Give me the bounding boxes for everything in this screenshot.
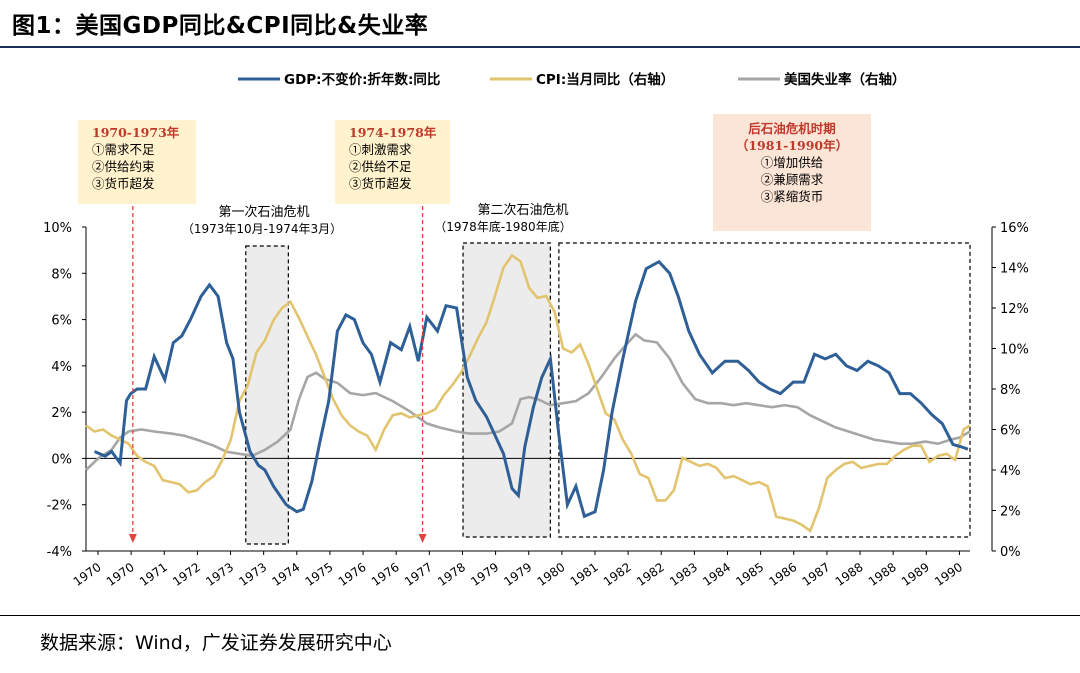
x-tick-label: 1988 [833, 560, 866, 589]
note-box-1-title: 1970-1973年 [92, 125, 180, 140]
title-divider [0, 46, 1080, 48]
arrowhead-1976 [418, 534, 427, 543]
x-tick-label: 1989 [899, 560, 932, 589]
y-right-tick-label: 0% [1000, 545, 1021, 560]
y-right-tick-label: 4% [1000, 464, 1021, 479]
note-box-1-line: ③货币超发 [92, 176, 155, 191]
note-box-3-bg [713, 114, 871, 231]
x-tick-label: 1980 [535, 560, 568, 589]
axes [85, 227, 993, 552]
note-box-3: 后石油危机时期 （1981-1990年） ①增加供给 ②兼顾需求 ③紧缩货币 [728, 120, 856, 205]
note-box-1-line: ②供给约束 [92, 159, 155, 174]
note-box-1: 1970-1973年 ①需求不足 ②供给约束 ③货币超发 [92, 124, 179, 192]
arrowhead-1970 [128, 534, 137, 543]
x-tick-label: 1983 [667, 560, 700, 589]
y-left-ticks: 10% 8% 6% 4% 2% 0% -2% -4% [43, 221, 86, 560]
crisis2-dates: （1978年底-1980年底） [434, 219, 571, 234]
y-right-ticks: 16% 14% 12% 10% 8% 6% 4% 2% 0% [992, 221, 1029, 560]
crisis1-label: 第一次石油危机 [218, 204, 309, 220]
crisis2-label: 第二次石油危机 [477, 202, 568, 218]
y-left-tick-label: 6% [51, 314, 72, 329]
note-box-2-line: ③货币超发 [349, 176, 412, 191]
note-box-1-line: ①需求不足 [92, 142, 155, 157]
legend: GDP:不变价:折年数:同比 CPI:当月同比（右轴） 美国失业率（右轴） [238, 71, 906, 88]
y-right-tick-label: 14% [1000, 262, 1029, 277]
series-cpi-line [85, 253, 971, 533]
note-box-3-title: 后石油危机时期 [748, 121, 836, 136]
x-tick-label: 1985 [733, 560, 766, 589]
note-box-3-line: ③紧缩货币 [760, 189, 824, 204]
x-tick-label: 1990 [932, 560, 965, 589]
post-crisis-frame [558, 242, 971, 538]
x-ticks: 1970 1970 1971 1972 1973 1973 1974 1975 1976 1976… [71, 551, 965, 589]
y-left-tick-label: 10% [43, 221, 72, 236]
y-right-tick-label: 6% [1000, 424, 1021, 439]
y-right-tick-label: 8% [1000, 383, 1021, 398]
x-tick-label: 1982 [601, 560, 634, 589]
x-tick-label: 1977 [402, 560, 435, 589]
x-tick-label: 1987 [800, 560, 833, 589]
x-tick-label: 1981 [568, 560, 601, 589]
crisis2-shade [462, 242, 551, 538]
y-left-tick-label: 0% [51, 452, 72, 467]
y-left-tick-label: 2% [51, 406, 72, 421]
x-tick-label: 1979 [468, 560, 501, 589]
series-unemployment-line [85, 332, 971, 471]
x-tick-label: 1988 [866, 560, 899, 589]
note-box-3-subtitle: （1981-1990年） [735, 138, 849, 153]
x-tick-label: 1976 [369, 560, 402, 589]
note-box-2: 1974-1978年 ①刺激需求 ②供给不足 ③货币超发 [349, 124, 436, 192]
crisis1-dates: （1973年10月-1974年3月） [182, 222, 342, 236]
y-left-tick-label: -2% [47, 499, 72, 514]
x-tick-label: 1972 [170, 560, 203, 589]
y-left-tick-label: 4% [51, 360, 72, 375]
y-left-tick-label: 8% [51, 267, 72, 282]
y-right-tick-label: 16% [1000, 221, 1029, 236]
note-box-2-bg [335, 120, 450, 204]
series-gdp-line [93, 259, 969, 519]
x-tick-label: 1982 [634, 560, 667, 589]
note-box-2-title: 1974-1978年 [349, 125, 437, 140]
chart: 10% 8% 6% 4% 2% 0% -2% -4% 16% 14% 12% 10% 8% 6% 4% 2%… [43, 71, 1029, 589]
x-tick-label: 1971 [137, 560, 170, 589]
legend-cpi-label: CPI:当月同比（右轴） [536, 71, 674, 88]
y-right-tick-label: 2% [1000, 505, 1021, 520]
legend-gdp-label: GDP:不变价:折年数:同比 [284, 71, 440, 88]
x-tick-label: 1970 [71, 560, 104, 589]
x-tick-label: 1979 [501, 560, 534, 589]
y-left-tick-label: -4% [47, 545, 72, 560]
legend-unemp-label: 美国失业率（右轴） [784, 71, 906, 88]
y-right-tick-label: 10% [1000, 343, 1029, 358]
page-title: 图1：美国GDP同比&CPI同比&失业率 [12, 13, 429, 39]
source-divider [0, 615, 1080, 616]
crisis1-shade [245, 245, 289, 545]
x-tick-label: 1976 [336, 560, 369, 589]
x-tick-label: 1978 [435, 560, 468, 589]
note-box-2-line: ②供给不足 [349, 159, 412, 174]
source-note: 数据来源：Wind，广发证券发展研究中心 [40, 632, 392, 654]
x-tick-label: 1973 [236, 560, 269, 589]
note-box-1-bg [78, 120, 196, 204]
note-box-3-line: ①增加供给 [760, 155, 824, 170]
note-box-2-line: ①刺激需求 [349, 142, 412, 157]
x-tick-label: 1973 [203, 560, 236, 589]
x-tick-label: 1975 [303, 560, 336, 589]
note-box-3-line: ②兼顾需求 [760, 172, 824, 187]
y-right-tick-label: 12% [1000, 302, 1029, 317]
x-tick-label: 1986 [766, 560, 799, 589]
x-tick-label: 1974 [269, 560, 302, 589]
x-tick-label: 1970 [104, 560, 137, 589]
x-tick-label: 1984 [700, 560, 733, 589]
